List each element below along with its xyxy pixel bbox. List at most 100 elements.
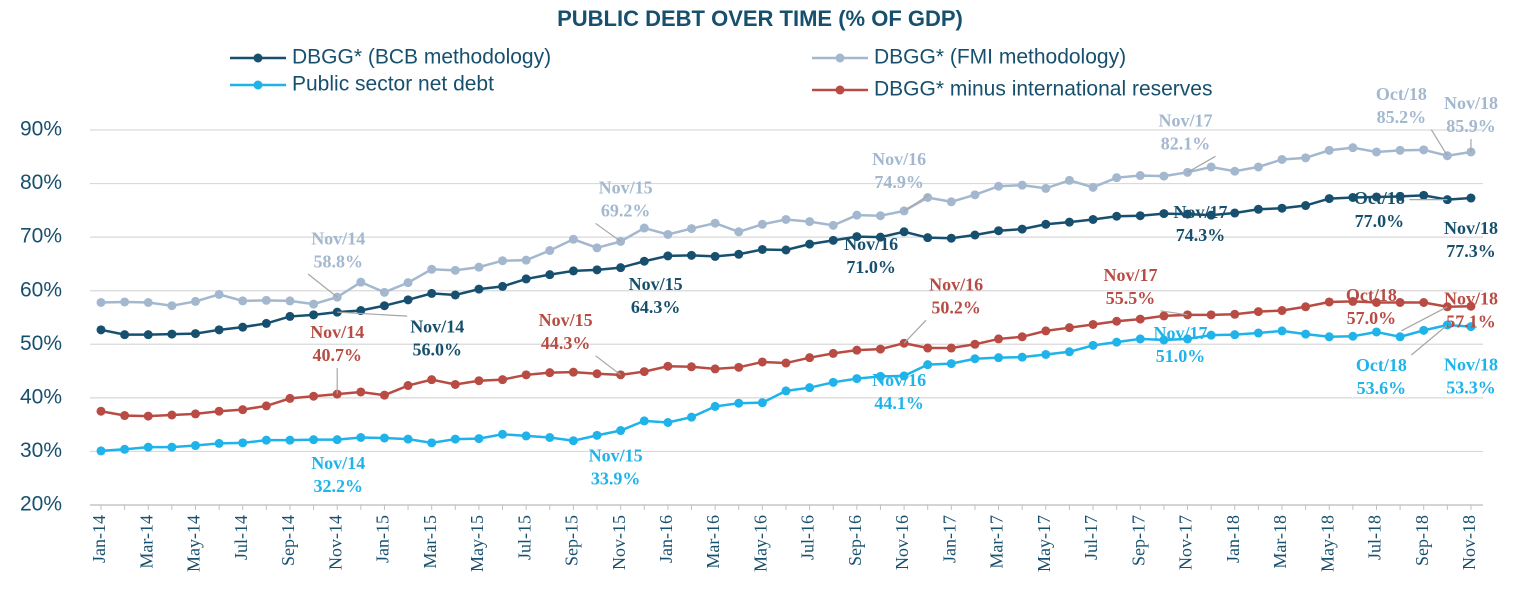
data-point [545, 368, 555, 378]
data-point [828, 377, 838, 387]
data-label: 44.3% [541, 333, 591, 353]
data-point [1371, 327, 1381, 337]
data-point [852, 374, 862, 384]
data-point [687, 412, 696, 422]
data-point [1135, 211, 1145, 221]
data-point [568, 367, 578, 377]
data-point [1159, 209, 1169, 219]
data-point [828, 235, 838, 245]
data-point [1419, 145, 1429, 155]
data-point [1348, 193, 1358, 202]
leader-line [595, 355, 622, 376]
legend-marker [253, 80, 263, 90]
data-point [545, 270, 555, 280]
data-point [828, 220, 838, 230]
data-point [1395, 145, 1405, 155]
data-point [1230, 330, 1240, 340]
data-point [261, 435, 271, 445]
data-point [450, 434, 460, 444]
data-point [167, 301, 177, 311]
data-point [427, 264, 437, 274]
leader-line [1401, 306, 1448, 332]
data-point [498, 429, 508, 439]
data-point [1230, 309, 1240, 319]
data-point [214, 289, 224, 299]
legend-marker [835, 53, 845, 63]
data-point [238, 438, 248, 448]
data-label: 74.3% [1176, 225, 1226, 245]
data-point [616, 426, 626, 436]
data-point [781, 245, 791, 255]
data-point [1135, 171, 1145, 181]
leader-line [1430, 129, 1448, 157]
data-point [96, 298, 106, 307]
x-tick-label: Nov-16 [892, 515, 912, 570]
data-point [1253, 204, 1263, 214]
data-label: 69.2% [601, 201, 651, 221]
data-point [498, 256, 508, 266]
annotation-date: Nov/18 [1444, 218, 1498, 238]
data-point [1064, 323, 1074, 333]
x-tick-label: May-15 [467, 515, 487, 572]
leader-line [307, 273, 338, 298]
data-point [1112, 173, 1122, 183]
data-point [852, 232, 862, 242]
data-point [1419, 298, 1429, 307]
data-point [1466, 193, 1476, 203]
data-point [309, 299, 319, 309]
data-point [309, 310, 319, 320]
data-point [1371, 147, 1381, 157]
y-tick-label: 80% [20, 171, 62, 194]
data-point [1230, 208, 1240, 218]
data-point [450, 265, 460, 275]
annotation-date: Nov/18 [1444, 355, 1498, 375]
annotation-date: Nov/17 [1159, 110, 1213, 130]
data-point [1064, 347, 1074, 357]
x-tick-label: Jan-14 [89, 515, 109, 563]
annotation-date: Nov/16 [929, 274, 983, 294]
data-point [1064, 217, 1074, 227]
data-point [143, 411, 153, 421]
data-point [1253, 328, 1263, 338]
data-point [120, 411, 130, 421]
data-point [568, 266, 578, 276]
data-point [96, 406, 106, 416]
data-point [285, 435, 295, 445]
data-point [379, 433, 389, 443]
data-point [639, 367, 649, 377]
data-point [1466, 301, 1476, 311]
data-label: 51.0% [1156, 346, 1206, 366]
data-point [1041, 219, 1051, 229]
legend-marker [253, 53, 263, 63]
data-point [238, 322, 248, 332]
data-point [167, 329, 177, 339]
leader-line [903, 194, 930, 212]
annotation-date: Nov/17 [1154, 323, 1208, 343]
data-label: 82.1% [1161, 133, 1211, 153]
x-tick-label: Mar-18 [1270, 515, 1290, 569]
data-point [805, 353, 815, 363]
data-label: 57.0% [1347, 308, 1397, 328]
leader-line [595, 222, 621, 242]
data-point [1017, 352, 1027, 362]
x-tick-label: Jul-14 [231, 515, 251, 560]
data-point [639, 256, 649, 266]
data-point [403, 434, 413, 444]
data-label: 85.2% [1377, 107, 1427, 127]
x-tick-label: Nov-18 [1459, 515, 1479, 570]
data-point [521, 370, 531, 380]
data-point [214, 406, 224, 416]
data-point [1112, 337, 1122, 347]
data-point [1159, 335, 1169, 345]
data-point [710, 364, 720, 374]
data-point [521, 255, 531, 265]
data-point [450, 290, 460, 300]
y-tick-label: 70% [20, 225, 62, 248]
data-point [190, 409, 200, 419]
data-point [970, 339, 980, 349]
leader-line [337, 311, 408, 317]
data-point [1419, 325, 1429, 335]
data-point [687, 224, 696, 234]
data-point [994, 181, 1004, 191]
